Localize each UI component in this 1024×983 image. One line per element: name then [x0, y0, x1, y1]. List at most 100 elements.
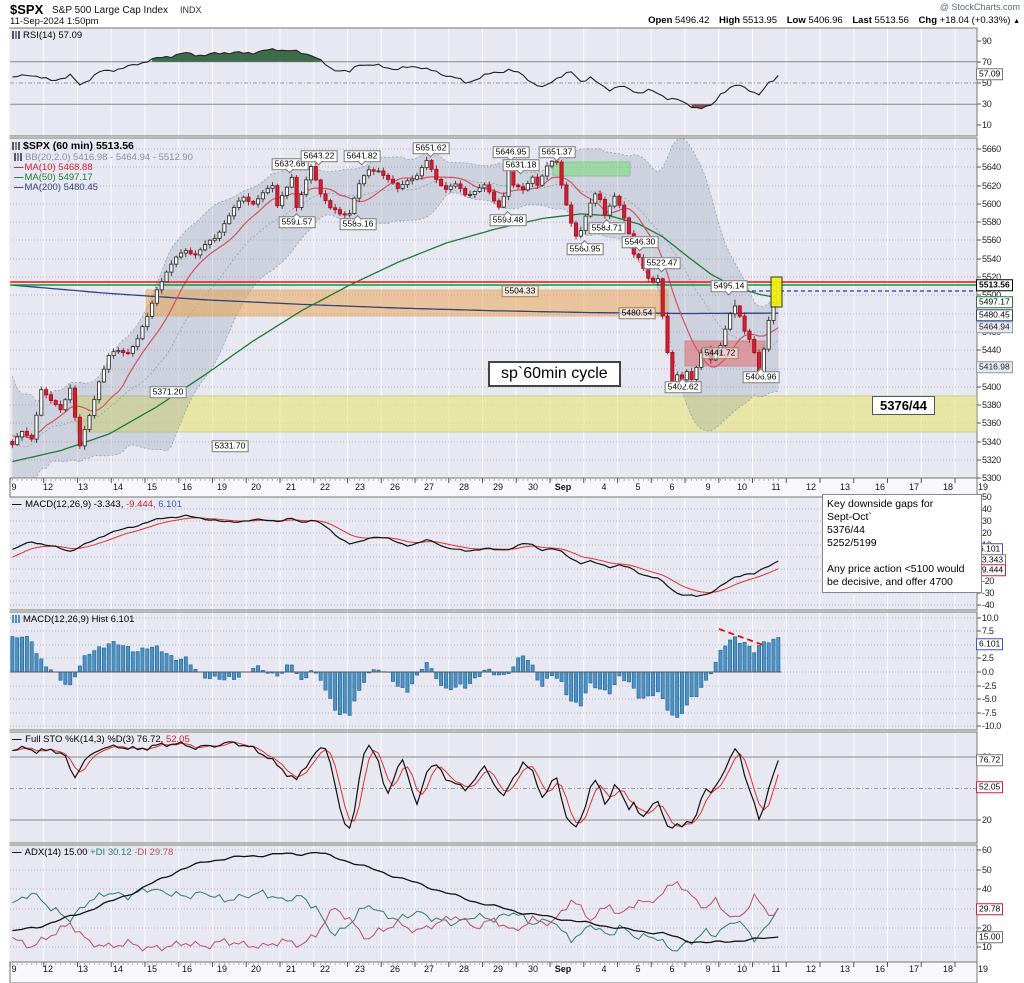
price-callout: 5522.47: [643, 257, 681, 269]
sto-legend: — Full STO %K(14,3) %D(3) 76.72, 52.05: [12, 735, 190, 745]
price-callout: 5632.68: [271, 158, 309, 170]
axis-tick-label: 5440: [982, 345, 1001, 355]
x-axis-date-label: 12: [42, 964, 54, 974]
adx-legend: — ADX(14) 15.00 +DI 30.12 -DI 29.78: [12, 848, 173, 858]
axis-tick-label: -2.5: [982, 681, 997, 691]
price-callout: 5441.72: [701, 347, 739, 359]
price-callout: 5643.22: [300, 150, 338, 162]
price-callout: 5585.16: [339, 218, 377, 230]
x-axis-date-label: 10: [736, 964, 748, 974]
x-axis-date-label: 9: [705, 964, 711, 974]
x-axis-date-label: 23: [354, 964, 366, 974]
last-label: Last: [852, 15, 872, 26]
axis-tick-label: 10.0: [982, 613, 999, 623]
low-value: 5406.96: [808, 15, 843, 26]
x-axis-date-label: 20: [250, 482, 262, 492]
x-axis-date-label: 12: [805, 482, 817, 492]
axis-tick-label: 5400: [982, 382, 1001, 392]
axis-tick-label: 5340: [982, 437, 1001, 447]
bb-legend-text: BB(20,2.0) 5416.98 - 5464.94 - 5512.90: [25, 152, 193, 163]
axis-tick-label: 0.0: [982, 667, 994, 677]
x-axis-date-label: 12: [42, 482, 54, 492]
x-axis-date-label: 15: [146, 482, 158, 492]
ma10-line-icon: —: [14, 162, 24, 173]
sto-d-value: 52.05: [165, 734, 190, 745]
macd-hist-value: 6.101: [158, 499, 182, 510]
axis-tick-label: 60: [982, 845, 992, 855]
price-callout: 5651.62: [412, 142, 450, 154]
axis-tick-label: 5500: [982, 290, 1001, 300]
price-callout: 5641.82: [343, 150, 381, 162]
sto-legend-label: Full STO %K(14,3) %D(3): [25, 734, 135, 745]
axis-tick-label: 40: [982, 884, 992, 894]
x-axis-date-label: 26: [389, 482, 401, 492]
x-axis-date-label: 5: [635, 482, 641, 492]
chart-title: S&P 500 Large Cap Index: [52, 5, 169, 16]
ma50-legend-text: MA(50) 5497.17: [24, 172, 93, 183]
x-axis-date-label: 16: [874, 482, 886, 492]
x-axis-date-label: 9: [705, 482, 711, 492]
x-axis-date-label: 11: [771, 482, 781, 492]
rsi-legend-text: RSI(14) 57.09: [23, 30, 83, 41]
annotation-line: Any price action <5100 would: [827, 563, 965, 575]
exchange-label: INDX: [180, 5, 202, 15]
annotation-line: Key downside gaps for: [827, 498, 934, 510]
price-callout: 5402.62: [664, 381, 702, 393]
high-value: 5513.95: [742, 15, 778, 26]
axis-tick-label: 5380: [982, 400, 1001, 410]
x-axis-date-label: 21: [285, 482, 297, 492]
ma200-legend: —MA(200) 5480.45: [14, 183, 98, 193]
x-axis-date-label: 13: [77, 964, 89, 974]
x-axis-date-label: 4: [601, 482, 607, 492]
axis-tick-label: 20: [982, 528, 992, 538]
x-axis-date-label: 26: [389, 964, 401, 974]
ma10-legend-text: MA(10) 5468.88: [24, 162, 93, 173]
up-arrow-icon: ▲: [1013, 18, 1020, 25]
plus-di-value: 30.12: [107, 847, 132, 858]
axis-tick-label: -40: [982, 600, 995, 610]
annotation-line: [827, 550, 977, 563]
candlestick-icon: [12, 142, 21, 150]
rsi-legend: RSI(14) 57.09: [12, 31, 82, 41]
x-axis-date-label: 5: [635, 964, 641, 974]
price-axis-callout: 5513.56: [976, 279, 1013, 291]
annotation-line: be decisive, and offer 4700: [827, 576, 953, 588]
stockcharts-credit-link[interactable]: @ StockCharts.com: [939, 2, 1020, 12]
x-axis-date-label: 14: [112, 964, 124, 974]
axis-tick-label: 5300: [982, 473, 1001, 483]
macd-value: -3.343,: [93, 499, 124, 510]
x-axis-date-label: 17: [908, 964, 920, 974]
x-axis-date-label: 30: [527, 482, 539, 492]
axis-tick-label: 5560: [982, 235, 1001, 245]
x-axis-date-label: 28: [458, 482, 470, 492]
x-axis-date-label: 13: [77, 482, 89, 492]
x-axis-date-label: 28: [458, 964, 470, 974]
annotation-line: 5376/44: [827, 524, 865, 536]
axis-tick-label: -10.0: [982, 721, 1002, 731]
x-axis-date-label: Sep: [554, 964, 572, 974]
annotation-line: 5252/5199: [827, 537, 877, 549]
x-axis-date-label: 16: [874, 964, 886, 974]
x-axis-date-label: 29: [492, 482, 504, 492]
price-callout: 5631.18: [502, 159, 540, 171]
axis-tick-label: 5320: [982, 455, 1001, 465]
price-callout: 5331.70: [211, 440, 249, 452]
adx-axis-callout: 15.00: [976, 931, 1004, 943]
sto-line-icon: —: [12, 734, 22, 745]
price-callout: 5651.37: [538, 146, 576, 158]
price-callout: 5406.96: [742, 371, 780, 383]
ma200-legend-text: MA(200) 5480.45: [24, 182, 98, 193]
price-axis-callout: 5416.98: [976, 361, 1013, 373]
axis-tick-label: 30: [982, 516, 992, 526]
price-callout: 5546.30: [621, 236, 659, 248]
price-axis-callout: 5497.17: [976, 296, 1013, 308]
x-axis-date-label: 23: [354, 482, 366, 492]
x-axis-date-label: 22: [319, 482, 331, 492]
price-callout: 5593.48: [489, 214, 527, 226]
adx-legend-label: ADX(14): [24, 847, 62, 858]
bb-legend: BB(20,2.0) 5416.98 - 5464.94 - 5512.90: [14, 153, 193, 163]
chg-value: +18.04 (+0.33%): [939, 15, 1011, 26]
x-axis-date-label: 6: [669, 482, 675, 492]
low-label: Low: [786, 15, 806, 26]
